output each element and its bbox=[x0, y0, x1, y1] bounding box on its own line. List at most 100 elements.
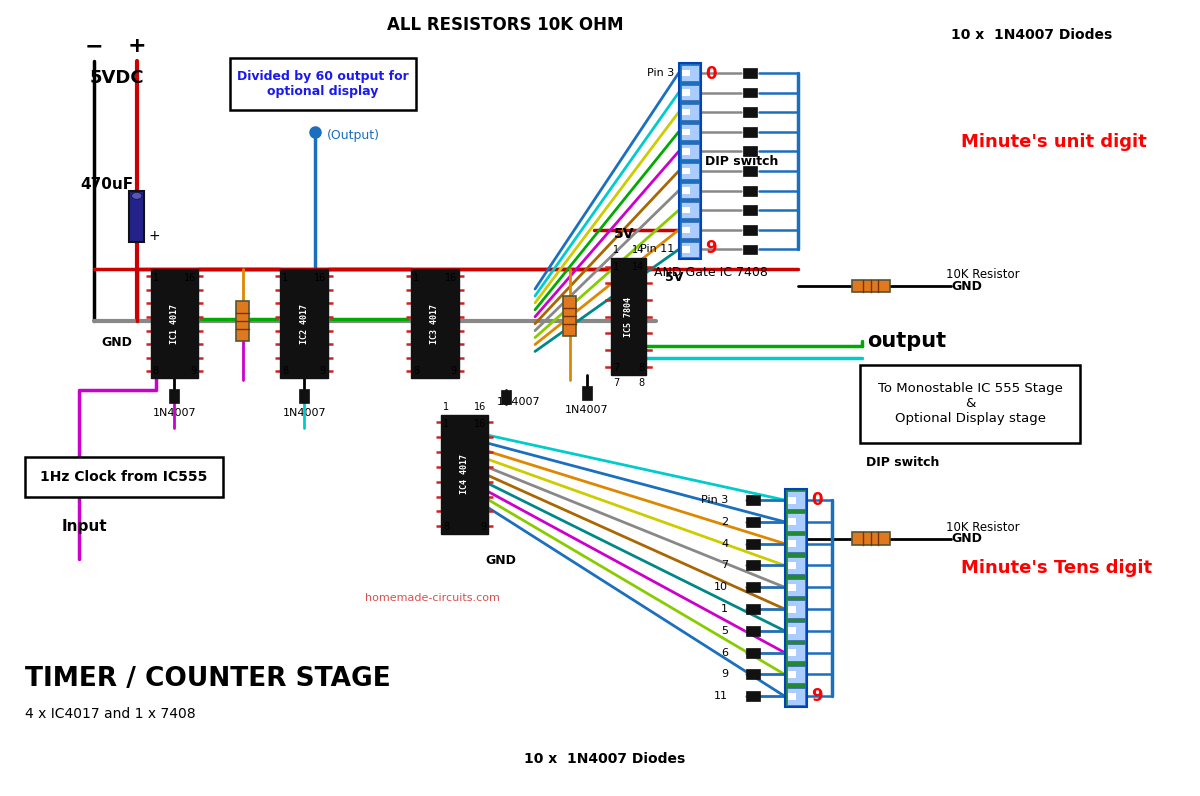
Text: 11: 11 bbox=[714, 691, 728, 701]
Text: 7: 7 bbox=[613, 363, 619, 373]
Bar bbox=[743, 166, 757, 176]
Bar bbox=[299, 389, 310, 403]
Bar bbox=[787, 644, 804, 661]
Bar bbox=[682, 207, 690, 213]
Text: 9: 9 bbox=[190, 366, 196, 377]
Text: 16: 16 bbox=[474, 419, 486, 429]
Text: IC5 7804: IC5 7804 bbox=[624, 297, 634, 337]
Text: IC4 4017: IC4 4017 bbox=[460, 455, 469, 494]
Text: Pin 3: Pin 3 bbox=[647, 68, 673, 78]
Bar bbox=[230, 58, 416, 110]
Bar bbox=[130, 191, 144, 243]
Ellipse shape bbox=[132, 193, 142, 199]
Bar bbox=[680, 84, 698, 100]
Bar bbox=[680, 202, 698, 218]
Bar bbox=[852, 533, 889, 545]
Bar bbox=[236, 301, 250, 341]
Text: ALL RESISTORS 10K OHM: ALL RESISTORS 10K OHM bbox=[388, 17, 624, 34]
Text: 5VDC: 5VDC bbox=[90, 69, 144, 87]
Text: 470uF: 470uF bbox=[80, 177, 133, 192]
Bar bbox=[680, 222, 698, 238]
Text: 8: 8 bbox=[282, 366, 288, 377]
Text: TIMER / COUNTER STAGE: TIMER / COUNTER STAGE bbox=[25, 665, 390, 692]
Bar bbox=[680, 163, 698, 179]
Text: 5V: 5V bbox=[665, 271, 683, 284]
Text: Minute's Tens digit: Minute's Tens digit bbox=[961, 560, 1152, 577]
Text: 1: 1 bbox=[613, 245, 619, 256]
Text: homemade-circuits.com: homemade-circuits.com bbox=[365, 593, 499, 603]
Bar bbox=[787, 497, 796, 504]
Text: To Monostable IC 555 Stage
&
Optional Display stage: To Monostable IC 555 Stage & Optional Di… bbox=[877, 382, 1062, 425]
Text: 8: 8 bbox=[152, 366, 158, 377]
Text: 1: 1 bbox=[443, 402, 449, 412]
Text: 1N4007: 1N4007 bbox=[565, 405, 608, 415]
Bar bbox=[25, 458, 223, 497]
Bar bbox=[680, 124, 698, 139]
Bar bbox=[787, 622, 804, 639]
Bar bbox=[852, 279, 889, 292]
Bar bbox=[743, 185, 757, 196]
Text: 0: 0 bbox=[811, 491, 823, 509]
Text: 1Hz Clock from IC555: 1Hz Clock from IC555 bbox=[40, 470, 208, 484]
Text: 16: 16 bbox=[313, 273, 326, 283]
Text: 1N4007: 1N4007 bbox=[152, 408, 196, 418]
Bar bbox=[787, 518, 796, 525]
Bar bbox=[743, 244, 757, 255]
Bar bbox=[743, 127, 757, 137]
Bar bbox=[743, 146, 757, 156]
Text: 9: 9 bbox=[811, 687, 823, 705]
Bar bbox=[611, 258, 646, 375]
Text: 9: 9 bbox=[706, 240, 718, 257]
Bar bbox=[680, 242, 698, 257]
Text: GND: GND bbox=[102, 336, 132, 349]
Bar bbox=[682, 168, 690, 174]
Text: 0: 0 bbox=[706, 65, 716, 83]
Bar bbox=[151, 269, 198, 378]
Bar bbox=[787, 562, 796, 569]
Text: 8: 8 bbox=[413, 366, 419, 377]
Text: GND: GND bbox=[952, 533, 982, 545]
Bar bbox=[787, 513, 804, 531]
Text: 4 x IC4017 and 1 x 7408: 4 x IC4017 and 1 x 7408 bbox=[25, 707, 196, 721]
Bar bbox=[785, 490, 806, 707]
Text: 7: 7 bbox=[721, 560, 728, 571]
Text: 9: 9 bbox=[320, 366, 326, 377]
Bar bbox=[743, 225, 757, 235]
Text: output: output bbox=[866, 330, 946, 350]
Text: 1N4007: 1N4007 bbox=[282, 408, 326, 418]
Bar bbox=[743, 88, 757, 97]
Text: 1: 1 bbox=[721, 604, 728, 614]
Text: 8: 8 bbox=[638, 378, 644, 388]
Bar bbox=[502, 390, 511, 404]
Text: 10 x  1N4007 Diodes: 10 x 1N4007 Diodes bbox=[952, 29, 1112, 42]
Text: 14: 14 bbox=[631, 245, 644, 256]
Text: 10: 10 bbox=[714, 582, 728, 592]
Bar bbox=[682, 70, 690, 76]
Text: Divided by 60 output for
optional display: Divided by 60 output for optional displa… bbox=[238, 70, 409, 98]
Text: Pin 3: Pin 3 bbox=[701, 495, 728, 505]
Text: 8: 8 bbox=[443, 521, 449, 532]
Text: 1N4007: 1N4007 bbox=[497, 397, 540, 407]
Text: 1: 1 bbox=[443, 419, 449, 429]
Bar bbox=[787, 491, 804, 509]
Text: 14: 14 bbox=[631, 262, 644, 272]
Text: Input: Input bbox=[61, 519, 107, 534]
Text: +: + bbox=[127, 36, 146, 57]
Text: (Output): (Output) bbox=[326, 129, 380, 142]
Bar bbox=[743, 205, 757, 215]
Text: GND: GND bbox=[485, 553, 516, 567]
Text: 1: 1 bbox=[152, 273, 158, 283]
Bar bbox=[787, 693, 796, 700]
Bar bbox=[787, 540, 796, 547]
Bar bbox=[682, 246, 690, 252]
Text: 5V: 5V bbox=[614, 227, 635, 240]
Text: 4: 4 bbox=[721, 539, 728, 548]
Bar bbox=[682, 188, 690, 193]
Text: 5: 5 bbox=[721, 626, 728, 636]
Text: 10K Resistor: 10K Resistor bbox=[947, 268, 1020, 281]
Bar bbox=[680, 143, 698, 159]
Bar bbox=[743, 68, 757, 78]
Bar bbox=[746, 604, 760, 614]
Bar bbox=[746, 691, 760, 701]
Text: 8: 8 bbox=[638, 363, 644, 373]
